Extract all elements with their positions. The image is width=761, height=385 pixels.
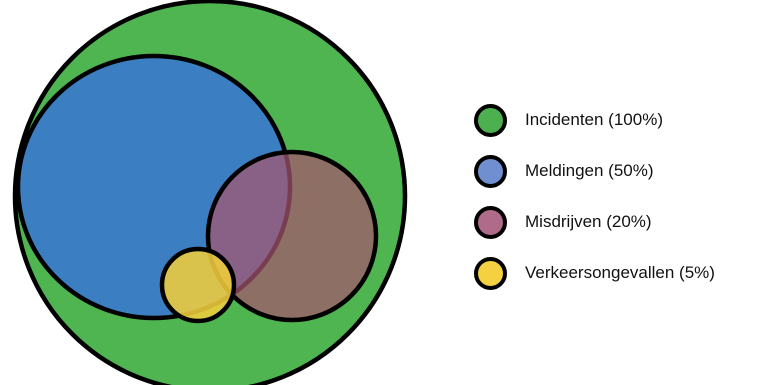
circle-misdrijven bbox=[205, 149, 379, 323]
legend-item-meldingen: Meldingen (50%) bbox=[474, 155, 761, 206]
legend-label-misdrijven: Misdrijven (20%) bbox=[525, 212, 652, 231]
legend-label-meldingen: Meldingen (50%) bbox=[525, 161, 654, 180]
legend-swatch-verkeersongevallen bbox=[474, 257, 507, 290]
legend-item-misdrijven: Misdrijven (20%) bbox=[474, 206, 761, 257]
legend-swatch-meldingen bbox=[474, 155, 507, 188]
legend-label-incidenten: Incidenten (100%) bbox=[525, 110, 663, 129]
legend-item-incidenten: Incidenten (100%) bbox=[474, 104, 761, 155]
legend-swatch-misdrijven bbox=[474, 206, 507, 239]
legend-label-verkeersongevallen: Verkeersongevallen (5%) bbox=[525, 263, 715, 282]
legend: Incidenten (100%) Meldingen (50%) Misdri… bbox=[474, 104, 761, 308]
legend-swatch-incidenten bbox=[474, 104, 507, 137]
circle-verkeersongevallen bbox=[159, 246, 237, 324]
legend-item-verkeersongevallen: Verkeersongevallen (5%) bbox=[474, 257, 761, 308]
